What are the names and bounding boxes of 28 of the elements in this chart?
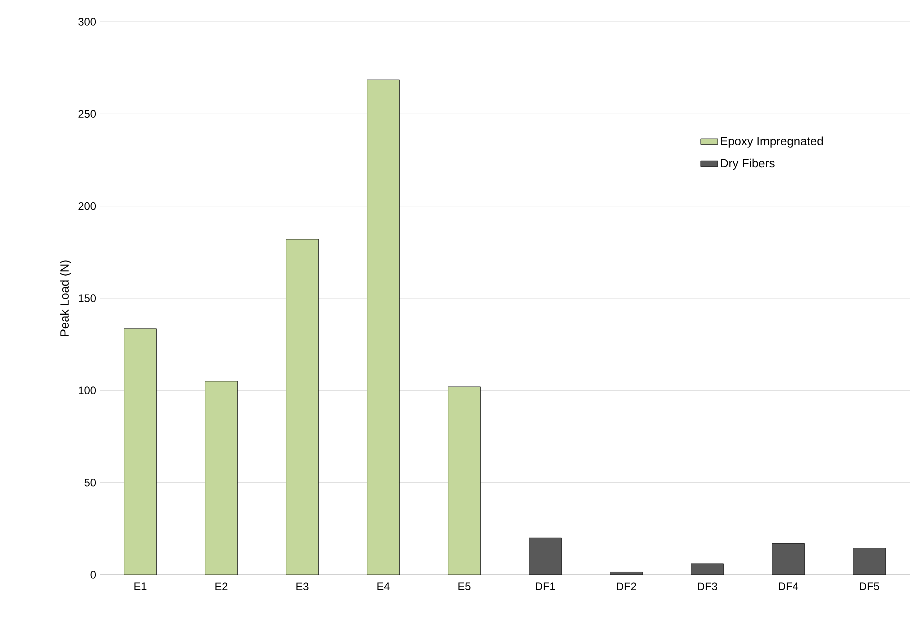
y-tick-label: 150 (79, 294, 96, 302)
bar (124, 328, 157, 575)
y-tick-label: 250 (78, 110, 96, 118)
bar (205, 381, 238, 575)
y-tick-label: 200 (78, 202, 96, 210)
bar (529, 538, 562, 575)
y-tick-label: 50 (84, 478, 96, 487)
x-tick-label: E2 (216, 582, 228, 590)
x-tick-label: E4 (378, 582, 390, 590)
x-tick-label: DF2 (617, 582, 636, 590)
x-tick-label: DF5 (860, 582, 880, 590)
bar (853, 548, 886, 575)
x-tick-label: DF4 (779, 582, 799, 590)
x-tick-label: E5 (458, 582, 471, 590)
y-axis-title: Peak Load (N) (60, 260, 72, 336)
y-tick-label: 0 (90, 571, 96, 579)
y-tick-label: 300 (78, 18, 96, 26)
bar (367, 80, 400, 575)
x-tick-label: DF3 (698, 582, 718, 591)
bar (286, 239, 319, 575)
y-tick-label: 100 (79, 386, 96, 395)
legend-label: Dry Fibers (721, 158, 775, 170)
x-tick-label: E1 (134, 582, 147, 590)
bar (448, 386, 481, 575)
bar (772, 543, 805, 575)
x-tick-label: E3 (296, 582, 309, 591)
x-tick-label: DF1 (536, 582, 556, 590)
legend-label: Epoxy Impregnated (721, 136, 824, 148)
